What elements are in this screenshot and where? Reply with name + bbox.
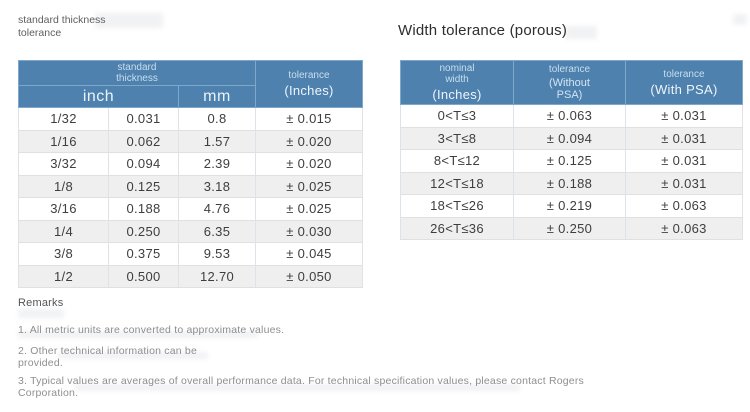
width-table-body: 0<T≤3 ± 0.063 ± 0.031 3<T≤8 ± 0.094 ± 0.… [400,104,743,240]
cell-tolerance-with-psa: ± 0.063 [625,194,743,218]
thickness-table-row: 3/32 0.094 2.39 ± 0.020 [18,152,363,176]
cell-width-range: 0<T≤3 [400,104,514,128]
width-table-header: nominal width (Inches) tolerance (Withou… [400,60,743,105]
cell-tolerance-without-psa: ± 0.219 [513,194,626,218]
cell-tolerance-without-psa: ± 0.063 [513,104,626,128]
thickness-tolerance-table: standard thickness tolerance (Inches) in… [18,60,363,288]
width-table-title: Width tolerance (porous) [398,22,568,39]
cell-inch-fraction: 1/2 [18,264,109,288]
cell-mm: 0.8 [178,107,256,131]
width-table-row: 12<T≤18 ± 0.188 ± 0.031 [400,171,743,195]
thickness-table-row: 1/4 0.250 6.35 ± 0.030 [18,219,363,243]
thickness-table-row: 1/2 0.500 12.70 ± 0.050 [18,264,363,288]
remarks-section: Remarks 1. All metric units are converte… [18,297,718,400]
header-tolerance-without-psa: tolerance (Without PSA) [513,60,626,105]
cell-inch-decimal: 0.250 [108,219,179,243]
remark-note-3: 3. Typical values are averages of overal… [18,374,584,400]
cell-tolerance-inches: ± 0.015 [255,107,363,131]
cell-tolerance-inches: ± 0.050 [255,264,363,288]
cell-width-range: 26<T≤36 [400,216,514,240]
thickness-table-row: 1/8 0.125 3.18 ± 0.025 [18,174,363,198]
width-table-row: 8<T≤12 ± 0.125 ± 0.031 [400,149,743,173]
cell-inch-fraction: 3/16 [18,197,109,221]
cell-width-range: 18<T≤26 [400,194,514,218]
cell-inch-decimal: 0.031 [108,107,179,131]
header-standard-thickness: standard thickness [18,60,256,86]
header-mm: mm [178,85,256,108]
cell-tolerance-without-psa: ± 0.125 [513,149,626,173]
cell-tolerance-inches: ± 0.020 [255,129,363,153]
thickness-table-title: standard thickness tolerance [18,14,106,39]
width-table-row: 18<T≤26 ± 0.219 ± 0.063 [400,194,743,218]
cell-tolerance-with-psa: ± 0.063 [625,216,743,240]
cell-inch-decimal: 0.125 [108,174,179,198]
cell-inch-decimal: 0.094 [108,152,179,176]
cell-mm: 9.53 [178,242,256,266]
cell-tolerance-inches: ± 0.020 [255,152,363,176]
cell-inch-decimal: 0.500 [108,264,179,288]
thickness-table-row: 3/16 0.188 4.76 ± 0.025 [18,197,363,221]
width-table-row: 3<T≤8 ± 0.094 ± 0.031 [400,126,743,150]
cell-width-range: 3<T≤8 [400,126,514,150]
header-tolerance-inches: tolerance (Inches) [255,60,363,108]
thickness-table-header: standard thickness tolerance (Inches) in… [18,60,363,108]
thickness-table-body: 1/32 0.031 0.8 ± 0.015 1/16 0.062 1.57 ±… [18,107,363,288]
remarks-title: Remarks [18,297,64,309]
width-table-row: 0<T≤3 ± 0.063 ± 0.031 [400,104,743,128]
cell-inch-fraction: 1/16 [18,129,109,153]
cell-inch-fraction: 1/4 [18,219,109,243]
cell-tolerance-without-psa: ± 0.188 [513,171,626,195]
cell-inch-fraction: 3/32 [18,152,109,176]
width-table-row: 26<T≤36 ± 0.250 ± 0.063 [400,216,743,240]
cell-tolerance-without-psa: ± 0.250 [513,216,626,240]
cell-tolerance-with-psa: ± 0.031 [625,149,743,173]
cell-width-range: 8<T≤12 [400,149,514,173]
width-tolerance-table: nominal width (Inches) tolerance (Withou… [400,60,743,240]
cell-width-range: 12<T≤18 [400,171,514,195]
cell-inch-decimal: 0.375 [108,242,179,266]
cell-inch-decimal: 0.188 [108,197,179,221]
cell-tolerance-inches: ± 0.030 [255,219,363,243]
cell-mm: 12.70 [178,264,256,288]
thickness-table-row: 1/16 0.062 1.57 ± 0.020 [18,129,363,153]
redaction-smudge [733,14,747,25]
cell-tolerance-inches: ± 0.025 [255,197,363,221]
cell-tolerance-inches: ± 0.025 [255,174,363,198]
header-nominal-width: nominal width (Inches) [400,60,514,105]
thickness-table-row: 1/32 0.031 0.8 ± 0.015 [18,107,363,131]
remark-note-2: 2. Other technical information can be pr… [18,344,197,370]
redaction-smudge [565,26,597,39]
remark-note-1: 1. All metric units are converted to app… [18,324,285,336]
cell-tolerance-with-psa: ± 0.031 [625,171,743,195]
cell-tolerance-without-psa: ± 0.094 [513,126,626,150]
cell-tolerance-inches: ± 0.045 [255,242,363,266]
cell-inch-fraction: 1/8 [18,174,109,198]
cell-mm: 6.35 [178,219,256,243]
header-tolerance-with-psa: tolerance (With PSA) [625,60,743,105]
cell-mm: 1.57 [178,129,256,153]
header-inch: inch [18,85,179,108]
cell-mm: 3.18 [178,174,256,198]
cell-inch-fraction: 3/8 [18,242,109,266]
cell-tolerance-with-psa: ± 0.031 [625,126,743,150]
cell-mm: 4.76 [178,197,256,221]
cell-inch-fraction: 1/32 [18,107,109,131]
cell-inch-decimal: 0.062 [108,129,179,153]
thickness-table-row: 3/8 0.375 9.53 ± 0.045 [18,242,363,266]
cell-mm: 2.39 [178,152,256,176]
cell-tolerance-with-psa: ± 0.031 [625,104,743,128]
